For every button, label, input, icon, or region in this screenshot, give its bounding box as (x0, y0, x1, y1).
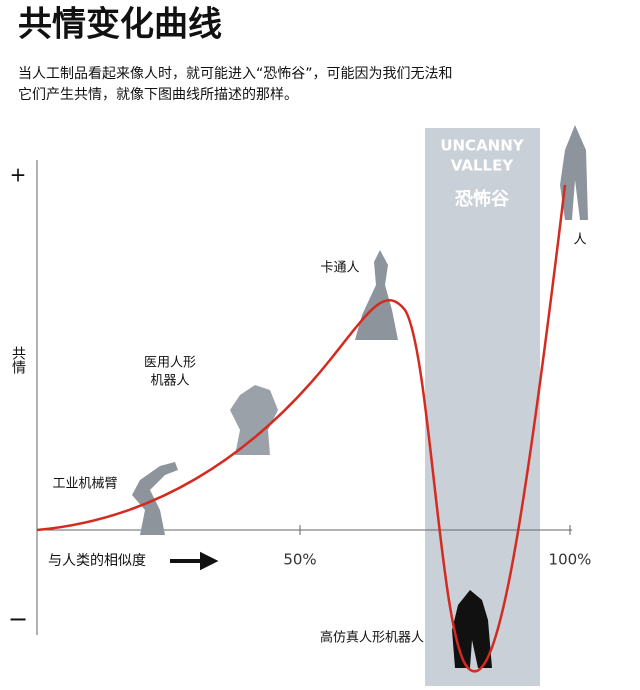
title: 共情变化曲线 (18, 5, 222, 45)
y-bottom: − (8, 605, 28, 633)
point-label: 工业机械臂 (52, 477, 117, 492)
subtitle: 它们产生共情，就像下图曲线所描述的那样。 (18, 86, 298, 103)
x-tick-label: 50% (283, 551, 316, 569)
empathy-curve (36, 184, 567, 673)
valley-band (425, 128, 540, 686)
point-label: 机器人 (150, 374, 189, 389)
subtitle: 当人工制品看起来像人时，就可能进入“恐怖谷”，可能因为我们无法和 (18, 65, 453, 82)
valley-title-zh: 恐怖谷 (455, 188, 510, 210)
robot-arm-icon (132, 462, 178, 535)
point-label: 高仿真人形机器人 (320, 630, 424, 646)
x-tick-label: 100% (549, 551, 592, 569)
android-icon (452, 590, 492, 668)
arrow (170, 551, 219, 571)
point-label: 医用人形 (144, 356, 196, 371)
valley-title: UNCANNY (440, 137, 524, 155)
x-label: 与人类的相似度 (48, 553, 146, 569)
y-top: + (10, 163, 27, 187)
point-label: 卡通人 (320, 261, 359, 276)
medical-robot-icon (230, 385, 278, 455)
point-label: 人 (573, 233, 586, 248)
human-icon (560, 125, 588, 220)
valley-title: VALLEY (451, 157, 515, 175)
y-label: 共情 (10, 346, 26, 374)
